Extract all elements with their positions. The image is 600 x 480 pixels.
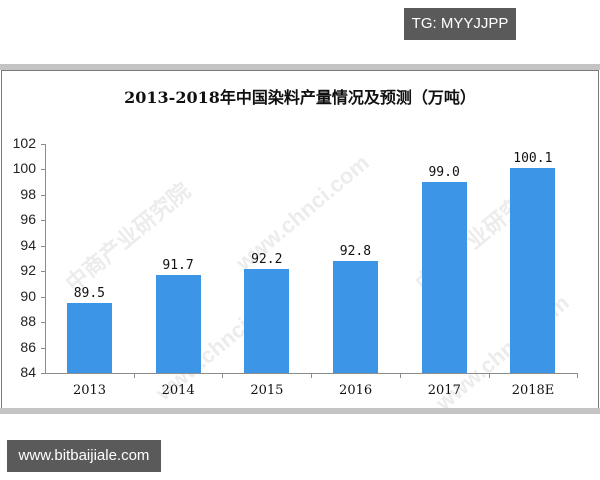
- bottom-gray-band: [0, 408, 600, 414]
- y-tick: [41, 347, 45, 349]
- y-tick: [41, 169, 45, 171]
- x-tick: [133, 373, 135, 378]
- x-tick: [311, 373, 313, 378]
- x-tick-label: 2018E: [511, 383, 555, 398]
- y-tick-label: 92: [20, 262, 36, 279]
- bar-value-label: 89.5: [73, 286, 105, 302]
- top-gray-band: [0, 64, 600, 70]
- x-tick: [577, 373, 579, 378]
- y-tick: [41, 296, 45, 298]
- x-tick-label: 2013: [72, 383, 107, 398]
- bar-value-label: 92.8: [339, 244, 372, 260]
- x-tick-label: 2014: [161, 383, 195, 398]
- y-tick-label: 88: [20, 313, 36, 330]
- x-tick: [399, 373, 401, 378]
- bar-2018E: [510, 168, 556, 373]
- chart-title: 2013-2018年中国染料产量情况及预测（万吨）: [124, 88, 476, 107]
- bar-2017: [421, 182, 467, 373]
- y-tick-label: 96: [20, 211, 36, 228]
- y-tick-label: 84: [20, 364, 36, 380]
- y-tick: [41, 373, 45, 374]
- x-tick-label: 2016: [339, 383, 373, 398]
- bar-2014: [155, 275, 201, 373]
- y-tick: [41, 271, 45, 273]
- bar-value-label: 92.2: [251, 251, 283, 267]
- y-tick: [41, 245, 45, 247]
- x-tick: [222, 373, 224, 378]
- y-tick: [41, 220, 45, 222]
- y-tick: [41, 194, 45, 196]
- bar-value-label: 91.7: [162, 258, 194, 274]
- y-tick: [41, 322, 45, 324]
- x-tick-label: 2015: [250, 383, 284, 398]
- y-tick-label: 90: [20, 287, 36, 304]
- bar-2016: [332, 261, 378, 373]
- bar-2015: [244, 268, 290, 373]
- y-tick-label: 98: [20, 185, 36, 202]
- bar-value-label: 100.1: [513, 151, 553, 167]
- y-tick-label: 100: [12, 160, 36, 177]
- x-tick-label: 2017: [427, 383, 461, 398]
- tg-badge: TG: MYYJJPP: [404, 8, 516, 40]
- y-tick-label: 86: [20, 338, 36, 355]
- y-axis-line: [45, 144, 46, 374]
- site-badge: www.bitbaijiale.com: [7, 440, 161, 472]
- bar-2013: [66, 303, 112, 373]
- y-tick-label: 102: [12, 135, 36, 151]
- x-axis-line: [45, 373, 577, 374]
- bar-value-label: 99.0: [428, 165, 460, 181]
- y-tick-label: 94: [20, 236, 36, 253]
- y-tick: [41, 144, 45, 145]
- x-tick: [488, 373, 490, 378]
